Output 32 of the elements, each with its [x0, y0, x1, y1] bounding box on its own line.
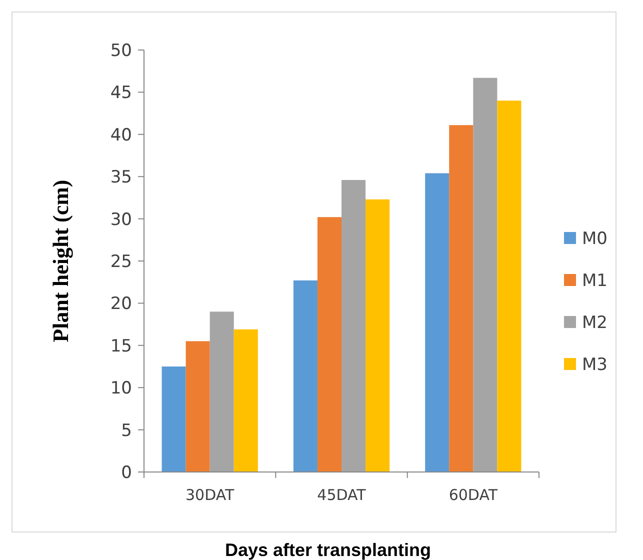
bar: [234, 329, 258, 472]
y-tick-label: 30: [110, 210, 132, 230]
y-tick-label: 10: [110, 378, 132, 399]
x-tick-label: 45DAT: [317, 486, 367, 504]
bar: [425, 173, 450, 472]
legend-label: M1: [582, 270, 608, 291]
y-tick-label: 35: [110, 168, 132, 188]
legend-label: M2: [582, 312, 608, 333]
y-tick-label: 25: [110, 252, 132, 272]
bar: [366, 199, 390, 472]
y-axis-title: Plant height (cm): [48, 180, 73, 342]
x-tick-label: 30DAT: [186, 486, 235, 504]
bar: [186, 341, 210, 472]
bar: [210, 312, 234, 472]
y-tick-label: 50: [110, 40, 132, 61]
bar: [317, 217, 342, 472]
y-tick-label: 20: [110, 294, 132, 314]
x-axis-title: Days after transplanting: [224, 540, 432, 560]
bar: [497, 100, 522, 472]
y-tick-label: 15: [110, 336, 132, 356]
bar: [342, 180, 366, 472]
y-tick-label: 45: [110, 83, 132, 104]
legend-label: M3: [582, 354, 608, 375]
y-tick-label: 5: [121, 420, 132, 441]
bar: [473, 78, 498, 472]
bar: [162, 366, 186, 472]
y-tick-label: 40: [110, 125, 132, 146]
x-tick-label: 60DAT: [448, 486, 498, 504]
y-tick-label: 0: [121, 462, 132, 483]
bar: [293, 280, 318, 472]
bar: [449, 125, 474, 472]
legend-label: M0: [582, 228, 608, 249]
